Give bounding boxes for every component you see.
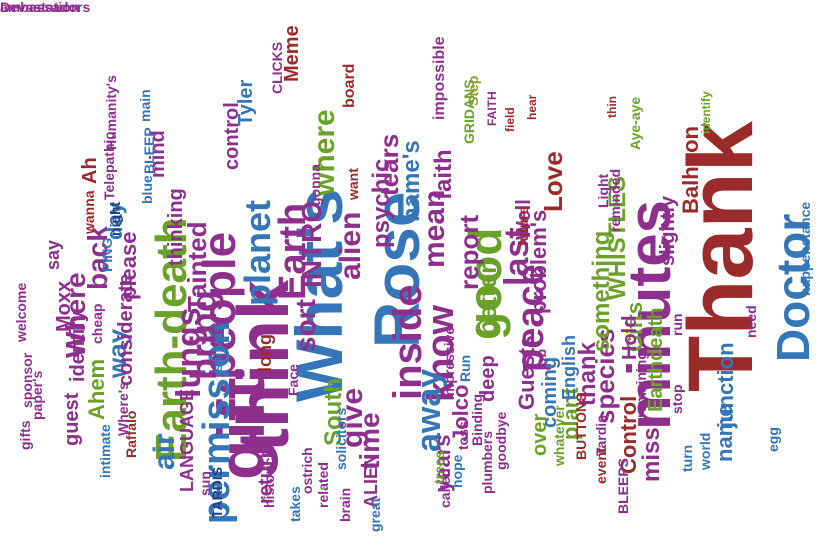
cloud-word: PING [99, 237, 115, 272]
cloud-word: Tainted [182, 221, 212, 312]
cloud-word: Step [465, 75, 481, 106]
cloud-word: board [341, 63, 358, 108]
cloud-word: planet [237, 199, 278, 306]
cloud-word: Moxx [53, 280, 75, 332]
cloud-word: better [472, 263, 502, 336]
cloud-word: want [345, 168, 361, 200]
cloud-word: stop [669, 384, 685, 414]
cloud-word: great [367, 497, 383, 532]
cloud-word: over [529, 413, 551, 456]
cloud-word: slightly [657, 195, 679, 266]
cloud-word: remaining [633, 351, 649, 418]
cloud-word: historical [261, 445, 277, 508]
cloud-word: Where's [115, 382, 131, 436]
cloud-word: reminded [607, 168, 623, 232]
cloud-word: FAITH [485, 91, 499, 126]
cloud-word: INTRO [296, 200, 327, 288]
cloud-word: toss [455, 421, 471, 450]
cloud-word: say [43, 239, 63, 270]
cloud-word: world [697, 432, 713, 470]
cloud-word: gifts [17, 420, 33, 450]
cloud-word: alien [334, 211, 367, 280]
cloud-word: CLICKS [269, 41, 285, 94]
cloud-word: Devastation [0, 0, 80, 15]
cloud-word: turn [679, 444, 695, 472]
cloud-word: main [137, 89, 153, 122]
cloud-word: Earthdeath [645, 307, 667, 412]
cloud-word: Ah [79, 157, 101, 184]
cloud-word: name's [398, 140, 425, 222]
cloud-word: English [559, 334, 579, 400]
cloud-word: psychic [368, 158, 395, 248]
cloud-word: name [712, 404, 737, 462]
cloud-word: Guests [514, 335, 539, 410]
cloud-word: related [315, 462, 331, 508]
cloud-word: BUTTONS [573, 392, 589, 460]
cloud-word: wanna [81, 190, 97, 234]
cloud-word: intimate [97, 424, 113, 478]
cloud-word: welcome [13, 282, 29, 342]
cloud-word: Love [538, 151, 568, 212]
cloud-word: faith [430, 149, 457, 200]
cloud-word: need [743, 305, 759, 338]
cloud-word: egg [765, 427, 781, 452]
cloud-word: identify [699, 91, 713, 134]
cloud-word: job [533, 349, 549, 370]
cloud-word: cheap [89, 303, 105, 344]
cloud-word: salivas [209, 325, 225, 372]
cloud-word: solicitors [333, 407, 349, 470]
cloud-word: brain [337, 487, 353, 522]
cloud-word: ostrich [299, 447, 315, 494]
cloud-word: Run [457, 354, 473, 382]
cloud-word: long [255, 334, 275, 372]
cloud-word: guest [61, 392, 83, 446]
cloud-word: LANGUAGE [177, 389, 197, 492]
cloud-word: sort [290, 299, 321, 352]
cloud-word: called [437, 468, 453, 508]
cloud-word: happenstance [797, 201, 813, 296]
cloud-word: thin [605, 96, 619, 118]
cloud-word: Aye-aye [627, 96, 643, 150]
cloud-word: whatever [551, 405, 567, 466]
cloud-word: plumbers [479, 430, 495, 494]
cloud-word: please [116, 231, 141, 301]
cloud-word: miss [638, 427, 665, 482]
cloud-word: Meme [281, 25, 303, 82]
cloud-word: goodbye [493, 411, 509, 470]
cloud-word: Tardis [593, 415, 609, 456]
cloud-word: hear [525, 94, 539, 120]
cloud-word: Telepathic [101, 131, 117, 200]
cloud-word: impressive [441, 326, 457, 400]
cloud-word: gonna [307, 164, 323, 206]
cloud-word: BLEEPS [615, 457, 631, 514]
cloud-word: sponsor [19, 352, 35, 408]
cloud-word: Face [285, 364, 301, 396]
cloud-word: run [669, 313, 685, 336]
cloud-word: impossible [431, 36, 448, 120]
cloud-word: Tyler [235, 79, 257, 126]
cloud-word: air [148, 433, 181, 470]
cloud-word: field [503, 107, 517, 132]
cloud-word: TARDIS [209, 466, 225, 518]
cloud-word: ambassadors [0, 0, 91, 15]
cloud-word: thinking [165, 188, 187, 266]
cloud-word: night [107, 201, 123, 236]
cloud-word: Ahem [84, 358, 109, 420]
cloud-word: lungs [170, 307, 208, 398]
cloud-word: Balhoon [678, 126, 703, 214]
cloud-word: future [515, 206, 531, 246]
cloud-word: blue [139, 175, 155, 204]
cloud-word: BLEEP [141, 127, 157, 174]
